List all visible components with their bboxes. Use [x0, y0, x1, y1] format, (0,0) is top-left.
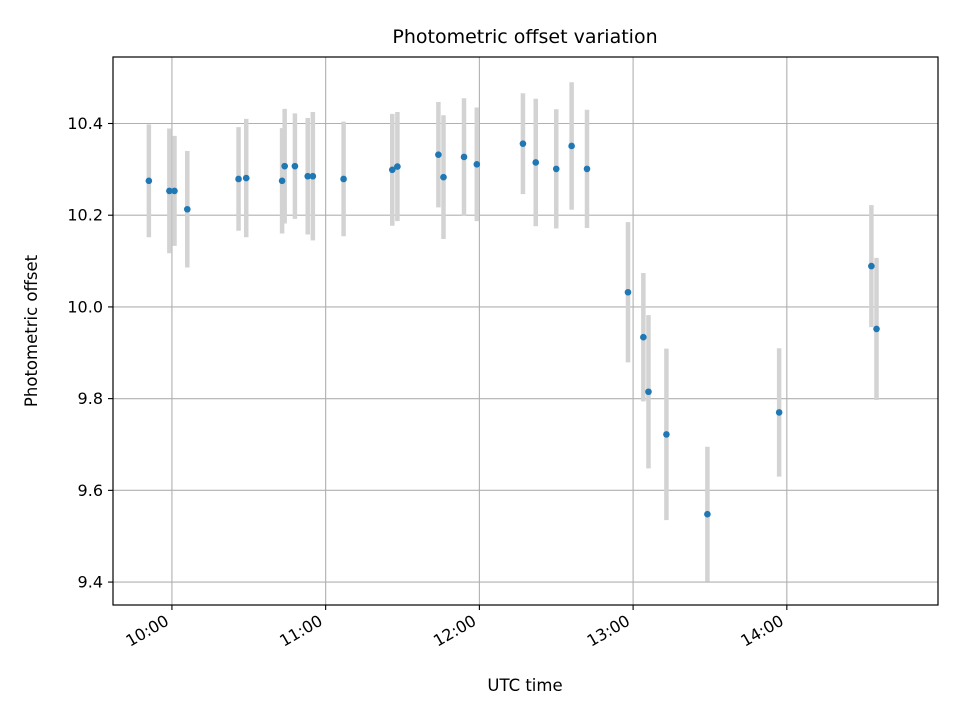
data-point	[775, 409, 783, 416]
data-point	[460, 153, 468, 161]
data-point	[171, 187, 178, 195]
data-point	[640, 333, 647, 341]
data-point	[568, 142, 575, 150]
data-point	[281, 162, 288, 170]
plot-background	[113, 57, 938, 605]
data-point	[473, 161, 481, 168]
point-layer	[145, 140, 880, 518]
data-point	[624, 288, 632, 296]
data-point	[242, 174, 250, 182]
data-point	[645, 388, 652, 396]
data-point	[704, 510, 711, 518]
data-point	[519, 140, 527, 147]
data-point	[304, 172, 312, 180]
data-point	[663, 431, 670, 438]
grid-layer	[113, 57, 938, 605]
y-axis-title: Photometric offset	[22, 254, 41, 407]
data-point	[166, 187, 173, 195]
data-point	[145, 177, 153, 185]
data-point	[235, 175, 242, 183]
data-point	[583, 165, 591, 173]
data-point	[291, 162, 299, 170]
y-tick-label: 9.4	[78, 573, 103, 592]
data-point	[435, 151, 442, 158]
data-point	[440, 173, 447, 181]
data-point	[868, 262, 875, 270]
data-point	[340, 175, 347, 183]
y-tick-label: 9.6	[78, 481, 103, 500]
y-tick-label: 10.2	[67, 206, 103, 225]
data-point	[309, 172, 317, 180]
data-point	[873, 325, 880, 333]
data-point	[394, 163, 401, 170]
y-tick-label: 10.0	[67, 297, 103, 316]
data-point	[184, 205, 191, 213]
x-axis-title: UTC time	[487, 676, 562, 695]
plot-frame	[112, 56, 939, 606]
y-tick-label: 9.8	[78, 389, 103, 408]
data-point	[532, 159, 540, 166]
chart-title: Photometric offset variation	[392, 26, 657, 48]
y-tick-label: 10.4	[67, 114, 103, 133]
data-point	[388, 166, 396, 174]
data-point	[278, 177, 286, 185]
data-point	[552, 165, 560, 173]
